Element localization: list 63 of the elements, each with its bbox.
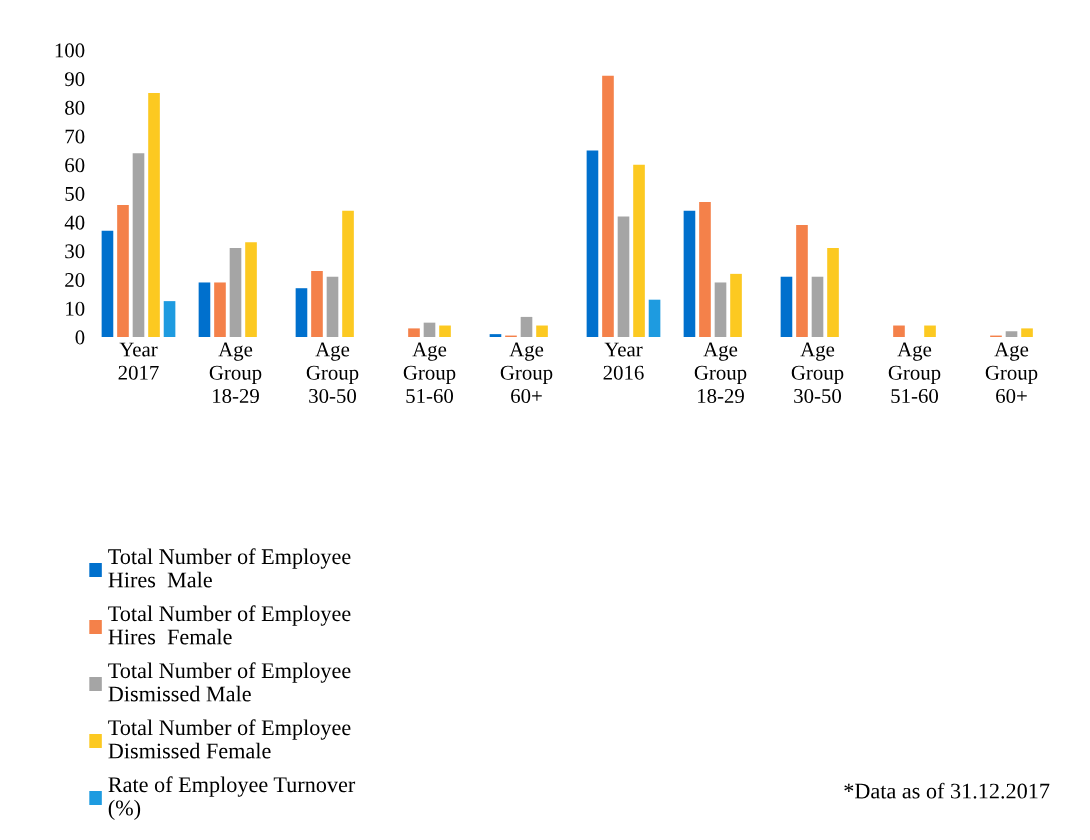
bar [796, 225, 808, 337]
bar [536, 325, 548, 337]
bar [1021, 328, 1033, 337]
bar [699, 202, 711, 337]
y-tick-label: 70 [65, 129, 85, 144]
bar [1005, 331, 1018, 337]
bar [683, 210, 696, 337]
legend-label: Total Number of Employee Hires Female [108, 605, 351, 645]
bar [827, 248, 839, 337]
y-tick-label: 30 [65, 244, 85, 259]
bar [229, 248, 242, 337]
bar [148, 93, 160, 337]
legend-label: Total Number of Employee Dismissed Male [108, 662, 351, 702]
y-tick-label: 90 [64, 72, 85, 87]
bar [714, 282, 727, 337]
y-tick-label: 40 [64, 215, 85, 230]
bar [408, 328, 420, 337]
bar [780, 276, 793, 337]
bar [132, 153, 145, 337]
bar [295, 288, 308, 337]
legend-label: Total Number of Employee Dismissed Female [108, 719, 351, 759]
bar [586, 150, 599, 337]
x-tick-label: Year 2017 [118, 342, 159, 380]
x-tick-label: Age Group 30-50 [306, 342, 359, 403]
y-tick-label: 100 [55, 43, 85, 58]
bar [245, 242, 257, 337]
x-tick-label: Age Group 18-29 [209, 342, 262, 403]
x-tick-label: Age Group 30-50 [791, 342, 844, 403]
y-tick-label: 0 [75, 330, 85, 345]
bar [214, 282, 226, 337]
bar [924, 325, 936, 337]
bar [423, 322, 436, 337]
bar [117, 204, 129, 337]
bar [730, 273, 742, 337]
bar [893, 325, 905, 337]
text: *Data as of 31.12.2017 [844, 782, 1050, 799]
bar [811, 276, 824, 337]
bar [163, 301, 176, 337]
legend-label: Total Number of Employee Hires Male [108, 548, 351, 588]
bar [311, 270, 323, 337]
bar [617, 216, 630, 337]
x-tick-label: Age Group 60+ [500, 342, 553, 403]
x-tick-label: Age Group 51-60 [403, 342, 456, 403]
bar [101, 230, 114, 337]
bar [326, 276, 339, 337]
y-tick-label: 50 [65, 186, 85, 201]
bar [198, 282, 211, 337]
bar [489, 334, 502, 337]
bar [520, 316, 533, 337]
bar [648, 299, 661, 337]
x-tick-label: Year 2016 [603, 342, 644, 380]
x-tick-label: Age Group 60+ [985, 342, 1038, 403]
bar [342, 210, 354, 337]
y-tick-label: 80 [65, 100, 85, 115]
y-tick-label: 20 [65, 272, 85, 288]
bar [439, 325, 451, 337]
bar [633, 164, 645, 337]
x-tick-label: Age Group 18-29 [694, 342, 747, 403]
x-tick-label: Age Group 51-60 [888, 342, 941, 403]
legend-label: Rate of Employee Turnover (%) [108, 776, 356, 820]
y-tick-label: 10 [66, 301, 85, 316]
bar [602, 75, 614, 337]
y-tick-label: 60 [65, 158, 85, 173]
